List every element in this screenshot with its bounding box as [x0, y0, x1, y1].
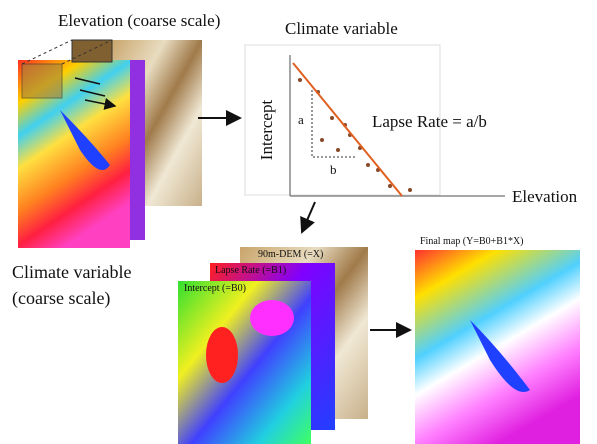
equation: Lapse Rate = a/b: [372, 112, 487, 131]
layer-label: Intercept (=B0): [184, 283, 246, 294]
layer-label: 90m-DEM (=X): [258, 249, 323, 260]
layer-label: Lapse Rate (=B1): [215, 265, 286, 276]
intercept-layer: [178, 281, 311, 444]
plot-title: Climate variable: [285, 19, 398, 38]
map-feature: [206, 327, 238, 383]
y-axis-label: Intercept: [257, 100, 276, 161]
climate-title: Climate variable: [12, 262, 131, 282]
arrow: [302, 202, 315, 232]
rise-label: a: [298, 112, 304, 127]
climate-title: (coarse scale): [12, 288, 110, 309]
map-cell: [22, 64, 62, 98]
final-map-title: Final map (Y=B0+B1*X): [420, 236, 524, 247]
map-feature: [250, 300, 294, 336]
x-axis-label: Elevation: [512, 187, 578, 206]
elevation-title: Elevation (coarse scale): [58, 11, 220, 30]
diagram: Elevation (coarse scale) Climate variabl…: [0, 0, 597, 444]
run-label: b: [330, 162, 337, 177]
final-map: [415, 250, 580, 444]
